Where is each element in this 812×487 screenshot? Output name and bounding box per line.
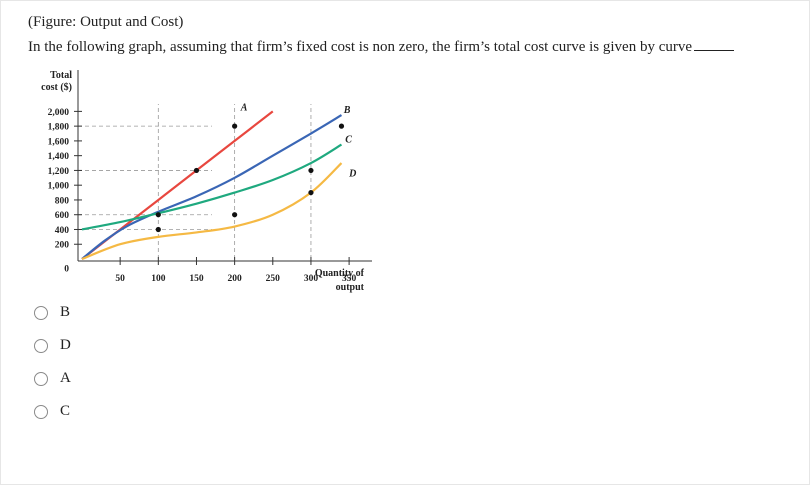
radio-button[interactable] bbox=[34, 338, 48, 353]
curve-point-marker bbox=[308, 167, 314, 174]
option-label: D bbox=[60, 337, 71, 353]
curve-b bbox=[81, 114, 343, 260]
y-tick-label: 1,600 bbox=[48, 137, 70, 147]
axes bbox=[74, 70, 372, 265]
curve-point-marker bbox=[232, 123, 238, 129]
figure-heading: (Figure: Output and Cost) bbox=[28, 14, 184, 30]
y-tick-label: 1,400 bbox=[48, 152, 70, 162]
question-text: In the following graph, assuming that fi… bbox=[28, 39, 693, 55]
option-row[interactable]: B bbox=[34, 296, 71, 329]
option-label: C bbox=[60, 403, 71, 419]
curve-point-marker bbox=[308, 189, 314, 196]
x-axis-title: output bbox=[336, 282, 365, 293]
question-text-line: In the following graph, assuming that fi… bbox=[28, 38, 735, 56]
y-tick-label: 600 bbox=[55, 211, 70, 221]
y-tick-label: 400 bbox=[55, 226, 70, 236]
curve-point-marker bbox=[155, 226, 161, 233]
y-tick-label: 1,000 bbox=[48, 182, 70, 192]
answer-blank bbox=[694, 38, 735, 51]
reference-lines bbox=[78, 104, 312, 259]
answer-options: B D A C bbox=[34, 296, 71, 428]
x-tick-label: 50 bbox=[115, 274, 125, 284]
option-row[interactable]: D bbox=[34, 329, 71, 362]
output-cost-chart: 0 200 400 600 800 1,000 1,200 1,400 1,600 1,800 2,… bbox=[41, 70, 372, 293]
x-tick-label: 200 bbox=[228, 274, 243, 284]
x-tick-label: 300 bbox=[304, 274, 319, 284]
y-tick-label: 2,000 bbox=[48, 108, 70, 118]
x-tick-label: 250 bbox=[266, 274, 281, 284]
curve-c bbox=[81, 143, 343, 231]
curve-point-marker bbox=[193, 167, 200, 174]
y-tick-label: 1,800 bbox=[48, 123, 70, 133]
curves bbox=[81, 110, 343, 261]
x-tick-label: 100 bbox=[151, 274, 166, 284]
option-row[interactable]: A bbox=[34, 362, 71, 395]
curve-point-marker bbox=[338, 123, 345, 129]
option-label: B bbox=[60, 304, 71, 320]
curve-label-d: D bbox=[348, 168, 356, 179]
option-row[interactable]: C bbox=[34, 395, 71, 428]
radio-button[interactable] bbox=[34, 371, 48, 386]
y-axis-title: Total bbox=[50, 70, 72, 81]
y-tick-label: 0 bbox=[64, 265, 69, 275]
option-label: A bbox=[60, 370, 71, 386]
y-tick-label: 200 bbox=[55, 241, 70, 251]
curve-label-a: A bbox=[240, 103, 248, 114]
curve-point-marker bbox=[155, 212, 161, 218]
x-tick-label: 350 bbox=[342, 274, 357, 284]
curve-d bbox=[81, 162, 343, 261]
chart-labels: 0 200 400 600 800 1,000 1,200 1,400 1,600 1,800 2,… bbox=[41, 70, 364, 293]
curve-point-marker bbox=[232, 212, 238, 218]
curve-label-c: C bbox=[345, 134, 352, 145]
y-tick-label: 1,200 bbox=[48, 167, 70, 177]
radio-button[interactable] bbox=[34, 305, 48, 320]
curve-label-b: B bbox=[343, 105, 351, 116]
y-axis-title: cost ($) bbox=[41, 82, 72, 93]
x-axis-title: Quantity of bbox=[315, 268, 365, 279]
x-tick-label: 150 bbox=[189, 274, 204, 284]
curve-markers bbox=[155, 123, 345, 233]
radio-button[interactable] bbox=[34, 404, 48, 419]
y-tick-label: 800 bbox=[55, 196, 70, 206]
